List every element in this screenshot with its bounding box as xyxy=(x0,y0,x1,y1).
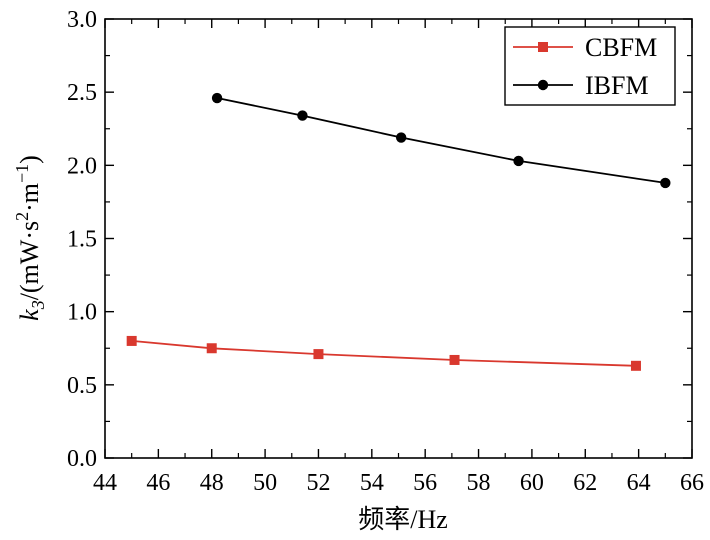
x-tick-label: 50 xyxy=(253,470,277,496)
x-tick-label: 64 xyxy=(627,470,651,496)
legend: CBFM IBFM xyxy=(504,26,676,106)
tick-labels-layer: 44 46 48 50 52 54 56 58 60 62 64 66 0.0 0.5 1.0 1.5 2.0 2… xyxy=(67,7,704,496)
y-tick-label: 1.0 xyxy=(67,300,97,326)
x-tick-label: 56 xyxy=(413,470,437,496)
x-tick-label: 52 xyxy=(306,470,330,496)
legend-label: IBFM xyxy=(585,71,649,100)
y-tick-label: 1.5 xyxy=(67,227,97,253)
x-tick-label: 44 xyxy=(93,470,117,496)
x-tick-label: 46 xyxy=(146,470,170,496)
y-tick-label: 0.0 xyxy=(67,446,97,472)
y-tick-label: 0.5 xyxy=(67,373,97,399)
data-point xyxy=(630,360,641,371)
x-tick-label: 58 xyxy=(467,470,491,496)
data-point xyxy=(449,354,460,365)
data-point xyxy=(126,335,137,346)
x-tick-label: 54 xyxy=(360,470,384,496)
series-line-ibfm xyxy=(216,97,666,184)
y-tick-label: 3.0 xyxy=(67,7,97,33)
x-tick-label: 66 xyxy=(680,470,704,496)
y-axis-title-mid2: ·m xyxy=(15,183,44,212)
data-point xyxy=(297,110,308,121)
legend-marker xyxy=(537,79,549,91)
y-tick-label: 2.0 xyxy=(67,153,97,179)
x-tick-label: 62 xyxy=(573,470,597,496)
data-point xyxy=(313,349,324,360)
data-point xyxy=(211,92,223,104)
legend-item-cbfm: CBFM xyxy=(513,33,657,62)
ticks-layer xyxy=(104,18,693,459)
legend-marker xyxy=(538,42,548,52)
data-point xyxy=(513,155,524,167)
y-tick-label: 2.5 xyxy=(67,80,97,106)
y-axis-title-sub: 3 xyxy=(28,300,48,310)
y-axis-title-sup1: 2 xyxy=(12,212,32,221)
x-axis-title: 频率/Hz xyxy=(358,505,448,534)
legend-box xyxy=(504,26,676,106)
data-point xyxy=(206,343,217,354)
series-ibfm xyxy=(211,92,671,189)
data-point xyxy=(395,132,407,143)
y-axis-title-sup2: −1 xyxy=(12,164,32,183)
x-tick-label: 48 xyxy=(200,470,224,496)
y-axis-title: k3/(mW·s2·m−1) xyxy=(12,155,48,321)
series-cbfm xyxy=(126,335,641,371)
legend-item-ibfm: IBFM xyxy=(513,71,649,100)
y-axis-title-end: ) xyxy=(15,155,44,164)
y-axis-title-mid: /(mW·s xyxy=(15,221,44,300)
series-layer xyxy=(126,92,671,371)
x-tick-label: 60 xyxy=(520,470,544,496)
data-point xyxy=(660,177,671,189)
y-axis-title-var: k xyxy=(15,309,44,321)
legend-label: CBFM xyxy=(585,33,657,62)
